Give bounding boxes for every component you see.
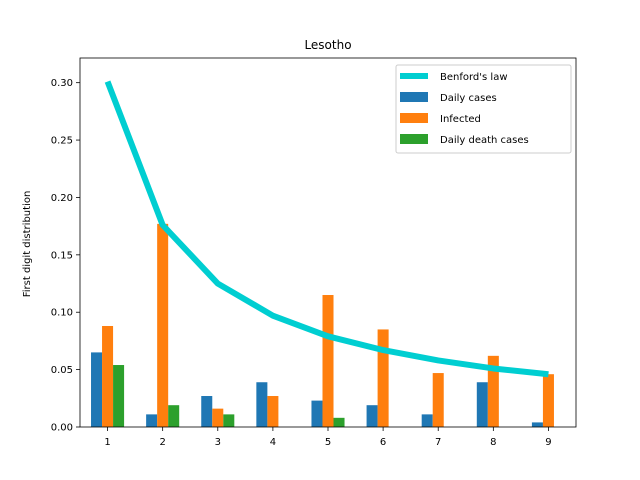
- x-tick-label: 7: [435, 437, 441, 448]
- benford-line: [104, 80, 549, 378]
- bar-daily-cases-4: [256, 382, 268, 427]
- bar-daily-cases-1: [91, 352, 103, 427]
- legend-label-benford: Benford's law: [440, 72, 508, 83]
- bar-infected-7: [432, 373, 444, 427]
- x-tick-label: 1: [104, 437, 110, 448]
- y-tick-label: 0.00: [51, 423, 73, 434]
- y-tick-label: 0.20: [51, 193, 73, 204]
- bar-infected-8: [487, 355, 499, 427]
- plot-area: [91, 80, 554, 427]
- bar-infected-5: [322, 295, 334, 427]
- x-tick-label: 9: [545, 437, 551, 448]
- x-tick-label: 4: [270, 437, 276, 448]
- bar-daily-death-cases-5: [333, 417, 345, 427]
- y-axis-label: First digit distribution: [22, 191, 33, 298]
- bar-daily-cases-6: [366, 405, 378, 427]
- legend-swatch-infected: [400, 113, 428, 123]
- bar-daily-cases-9: [531, 422, 543, 427]
- x-tick-label: 6: [380, 437, 386, 448]
- x-tick-label: 5: [325, 437, 331, 448]
- legend-swatch-daily-cases: [400, 92, 428, 102]
- bar-daily-death-cases-1: [113, 365, 125, 427]
- legend-box: [395, 64, 572, 154]
- bar-infected-2: [157, 223, 169, 427]
- y-tick-label: 0.05: [51, 365, 73, 376]
- bar-daily-cases-8: [476, 382, 488, 427]
- bar-daily-cases-7: [421, 414, 433, 427]
- legend-label-daily-cases: Daily cases: [440, 93, 497, 104]
- y-tick-label: 0.30: [51, 78, 73, 89]
- bar-daily-cases-5: [311, 400, 323, 427]
- bar-daily-cases-2: [146, 414, 158, 427]
- bar-infected-4: [267, 396, 279, 427]
- legend: Benford's law Daily cases Infected Daily de…: [395, 64, 572, 154]
- y-tick-label: 0.15: [51, 250, 73, 261]
- legend-label-infected: Infected: [440, 114, 481, 125]
- x-tick-label: 8: [490, 437, 496, 448]
- bar-infected-6: [377, 329, 389, 427]
- y-tick-label: 0.25: [51, 136, 73, 147]
- legend-label-daily-death-cases: Daily death cases: [440, 135, 529, 146]
- x-tick-label: 3: [215, 437, 221, 448]
- bar-infected-1: [102, 325, 114, 427]
- bar-infected-9: [542, 374, 554, 427]
- y-tick-label: 0.10: [51, 308, 73, 319]
- bar-daily-death-cases-2: [168, 405, 180, 427]
- bar-daily-death-cases-3: [223, 414, 235, 427]
- bar-infected-3: [212, 408, 224, 427]
- legend-swatch-daily-death-cases: [400, 134, 428, 144]
- chart-title: Lesotho: [304, 38, 351, 52]
- axes: 1 2 3 4 5 6 7 8 9 0.00 0.05 0.10 0.15 0.20 0.25 0.30: [51, 57, 577, 448]
- bar-daily-cases-3: [201, 396, 213, 427]
- x-tick-label: 2: [159, 437, 165, 448]
